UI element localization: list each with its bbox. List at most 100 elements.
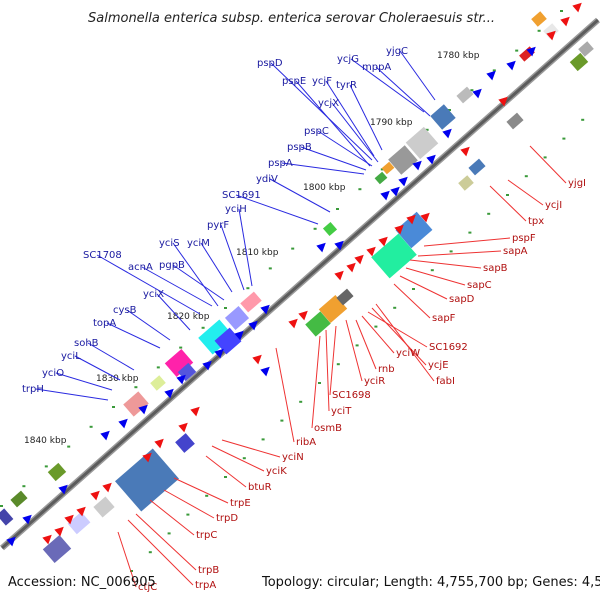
reverse-gene-arrow xyxy=(346,262,356,273)
gene-label-osmb: osmB xyxy=(314,423,342,434)
gc-dot xyxy=(380,168,384,171)
gene-block xyxy=(456,86,474,104)
gene-label-trph: trpH xyxy=(22,384,44,395)
label-leader-line xyxy=(172,264,225,301)
label-leader-line xyxy=(317,130,373,167)
reverse-gene-arrow xyxy=(54,526,64,537)
label-leader-line xyxy=(173,477,229,504)
gene-block xyxy=(175,433,195,453)
label-leader-line xyxy=(135,513,197,571)
label-leader-line xyxy=(275,347,295,443)
gene-label-pspd: pspD xyxy=(257,58,283,69)
gene-label-sapb: sapB xyxy=(483,263,508,274)
gene-block xyxy=(322,221,338,237)
label-leader-line xyxy=(393,283,431,319)
gc-dot xyxy=(358,188,362,191)
gene-label-ycik: yciK xyxy=(266,466,287,477)
reverse-gene-arrow xyxy=(354,254,364,265)
gc-dot xyxy=(355,344,359,347)
gc-dot xyxy=(449,250,453,253)
gc-dot xyxy=(412,288,415,290)
label-leader-line xyxy=(220,224,245,291)
gc-dot xyxy=(44,465,48,468)
gc-dot xyxy=(224,476,227,478)
gene-label-trpe: trpE xyxy=(230,498,251,509)
gene-label-sc1708: SC1708 xyxy=(83,250,122,261)
gc-dot xyxy=(280,419,284,422)
label-leader-line xyxy=(375,66,431,117)
label-leader-line xyxy=(127,519,194,586)
gene-label-ycji: ycjI xyxy=(545,200,562,211)
forward-gene-arrow xyxy=(214,348,224,359)
gc-dot xyxy=(246,287,250,290)
gc-dot xyxy=(470,89,474,92)
label-leader-line xyxy=(238,208,253,287)
gene-block xyxy=(198,319,234,355)
gene-label-pyrf: pyrF xyxy=(207,220,229,231)
reverse-gene-arrow xyxy=(102,482,112,493)
gc-dot xyxy=(201,326,205,329)
label-leader-line xyxy=(325,80,375,157)
kbp-tick-label: 1780 kbp xyxy=(437,51,480,61)
forward-gene-arrow xyxy=(234,330,244,341)
gene-block xyxy=(468,158,486,176)
gene-label-sapf: sapF xyxy=(432,313,456,324)
forward-gene-arrow xyxy=(442,128,452,139)
gc-dot xyxy=(492,69,496,72)
label-leader-line xyxy=(205,455,247,488)
gene-label-tyrr: tyrR xyxy=(336,80,357,91)
gene-label-ctjc: ctjC xyxy=(138,582,157,593)
label-leader-line xyxy=(345,319,363,382)
gene-label-mppa: mppA xyxy=(362,62,391,73)
label-leader-line xyxy=(55,372,113,391)
gene-label-ycit: yciT xyxy=(331,406,352,417)
label-leader-line xyxy=(126,309,171,341)
label-leader-line xyxy=(35,388,109,401)
label-leader-line xyxy=(221,439,281,458)
forward-gene-arrow xyxy=(486,70,496,81)
gc-dot xyxy=(156,366,160,369)
reverse-gene-arrow xyxy=(406,214,416,225)
label-leader-line xyxy=(235,194,319,225)
gene-label-ycix: yciX xyxy=(143,289,164,300)
gc-dot xyxy=(543,156,547,159)
label-leader-line xyxy=(200,242,233,293)
gc-dot xyxy=(205,494,209,497)
kbp-tick-label: 1800 kbp xyxy=(303,183,346,193)
forward-gene-arrow xyxy=(426,154,436,165)
label-leader-line xyxy=(149,499,195,536)
gc-dot xyxy=(130,570,133,572)
gc-dot xyxy=(318,382,321,384)
gene-label-trpb: trpB xyxy=(198,565,219,576)
gene-label-sapd: sapD xyxy=(449,294,475,305)
label-leader-line xyxy=(375,303,435,382)
reverse-gene-arrow xyxy=(90,490,100,501)
gene-label-pspf: pspF xyxy=(512,233,536,244)
reverse-gene-arrow xyxy=(420,212,430,223)
label-leader-line xyxy=(349,84,383,151)
label-leader-line xyxy=(350,58,425,113)
reverse-gene-arrow xyxy=(460,146,470,157)
gene-label-ycin: yciN xyxy=(282,452,304,463)
gene-label-rnb: rnb xyxy=(378,364,395,375)
gene-block xyxy=(371,233,417,279)
gc-dot xyxy=(22,485,26,488)
reverse-gene-arrow xyxy=(142,452,152,463)
gene-label-pgpb: pgpB xyxy=(159,260,185,271)
gene-block xyxy=(305,311,331,337)
gene-label-yciw: yciW xyxy=(396,348,420,359)
gene-block xyxy=(67,511,91,535)
label-leader-line xyxy=(270,62,373,161)
reverse-gene-arrow xyxy=(560,16,570,27)
forward-gene-arrow xyxy=(398,176,408,187)
forward-gene-arrow xyxy=(6,536,16,547)
gc-dot xyxy=(374,325,378,328)
label-leader-line xyxy=(367,311,428,348)
gene-label-sc1691: SC1691 xyxy=(222,190,261,201)
reverse-gene-arrow xyxy=(64,514,74,525)
gc-dot xyxy=(179,346,183,349)
gene-block xyxy=(578,41,594,57)
forward-gene-arrow xyxy=(58,484,68,495)
gc-dot xyxy=(268,267,272,270)
gc-dot xyxy=(336,208,339,210)
